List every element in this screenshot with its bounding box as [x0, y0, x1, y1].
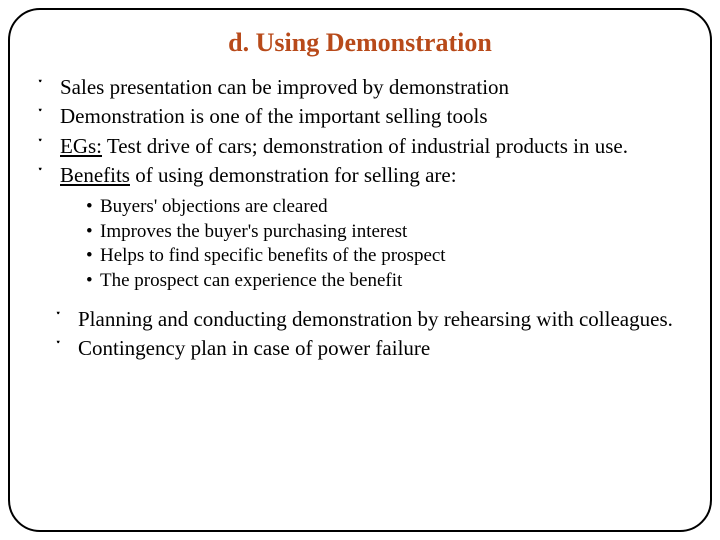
sub-bullet-item: •Buyers' objections are cleared	[86, 195, 682, 220]
sub-bullet-list: •Buyers' objections are cleared •Improve…	[86, 195, 682, 294]
bullet-text: Benefits of using demonstration for sell…	[60, 163, 457, 187]
bullet-item: ༌Benefits of using demonstration for sel…	[38, 162, 682, 189]
slide-title: d. Using Demonstration	[38, 28, 682, 58]
lower-bullet-text: Planning and conducting demonstration by…	[78, 307, 673, 331]
main-bullet-list: ༌Sales presentation can be improved by d…	[38, 74, 682, 189]
bullet-text: Test drive of cars; demonstration of ind…	[102, 134, 628, 158]
bullet-icon: ༌	[56, 336, 78, 362]
dot-icon: •	[86, 220, 100, 245]
sub-bullet-text: Improves the buyer's purchasing interest	[100, 221, 407, 242]
lower-bullet-list: ༌Planning and conducting demonstration b…	[56, 306, 682, 363]
sub-bullet-item: •Improves the buyer's purchasing interes…	[86, 220, 682, 245]
bullet-icon: ༌	[38, 75, 60, 101]
bullet-icon: ༌	[38, 104, 60, 130]
bullet-item: ༌Sales presentation can be improved by d…	[38, 74, 682, 101]
sub-bullet-text: The prospect can experience the benefit	[100, 270, 402, 291]
dot-icon: •	[86, 244, 100, 269]
sub-bullet-text: Helps to find specific benefits of the p…	[100, 245, 446, 266]
bullet-icon: ༌	[56, 307, 78, 333]
lower-bullet-text: Contingency plan in case of power failur…	[78, 336, 430, 360]
slide-frame: d. Using Demonstration ༌Sales presentati…	[8, 8, 712, 532]
bullet-text: Sales presentation can be improved by de…	[60, 75, 509, 99]
lower-bullet-item: ༌Planning and conducting demonstration b…	[56, 306, 682, 333]
bullet-item: ༌EGs: Test drive of cars; demonstration …	[38, 133, 682, 160]
bullet-icon: ༌	[38, 134, 60, 160]
lower-bullet-item: ༌Contingency plan in case of power failu…	[56, 335, 682, 362]
bullet-text: Demonstration is one of the important se…	[60, 104, 488, 128]
bullet-prefix: EGs:	[60, 134, 102, 158]
bullet-icon: ༌	[38, 163, 60, 189]
sub-bullet-item: •Helps to find specific benefits of the …	[86, 244, 682, 269]
dot-icon: •	[86, 195, 100, 220]
sub-bullet-text: Buyers' objections are cleared	[100, 196, 328, 217]
dot-icon: •	[86, 269, 100, 294]
sub-bullet-item: •The prospect can experience the benefit	[86, 269, 682, 294]
bullet-item: ༌Demonstration is one of the important s…	[38, 103, 682, 130]
